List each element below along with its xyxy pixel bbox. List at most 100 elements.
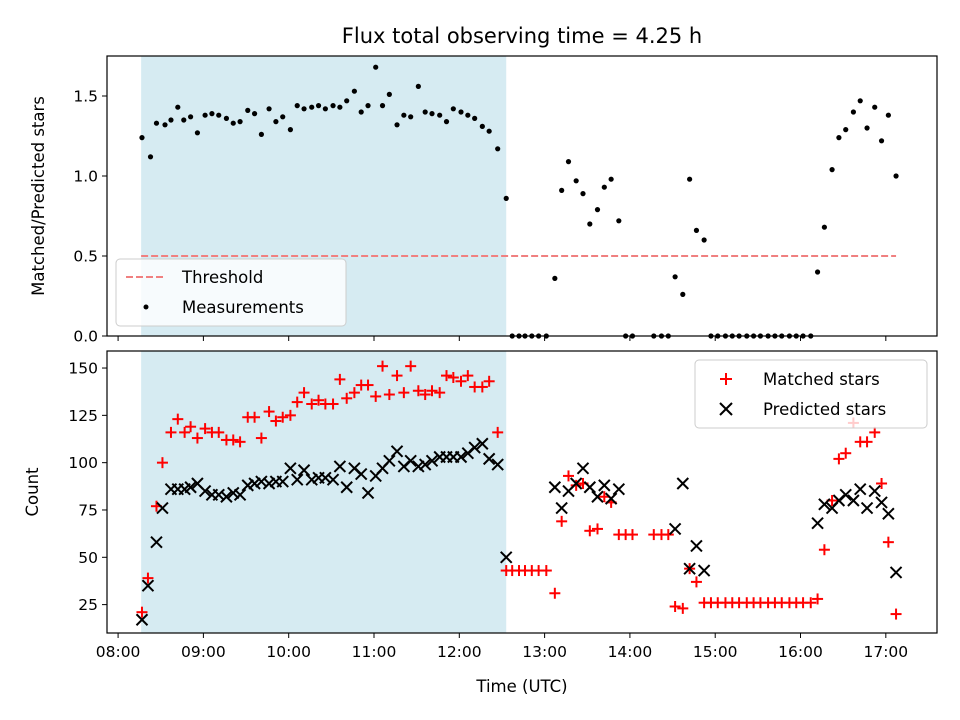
chart-title: Flux total observing time = 4.25 h xyxy=(342,24,702,48)
measurement-point xyxy=(223,115,230,121)
matched-star-point xyxy=(447,371,459,383)
predicted-star-point xyxy=(847,494,860,507)
predicted-star-point xyxy=(569,477,583,490)
matched-star-point xyxy=(882,536,894,548)
matched-star-point xyxy=(277,411,289,423)
matched-star-point xyxy=(306,398,318,410)
predicted-star-point xyxy=(683,562,696,575)
measurement-point xyxy=(187,114,194,120)
predicted-star-point xyxy=(676,477,690,490)
measurement-point xyxy=(587,221,593,227)
predicted-star-point xyxy=(361,486,375,500)
measurement-point xyxy=(153,120,160,126)
matched-star-point xyxy=(833,453,845,465)
ratio-y-axis: 0.0 0.5 1.0 1.5 xyxy=(73,88,107,346)
x-tick-label: 14:00 xyxy=(608,643,653,661)
measurement-point xyxy=(301,106,307,112)
matched-star-point xyxy=(142,572,154,584)
ratio-legend: Threshold Measurements xyxy=(115,258,347,327)
predicted-star-point xyxy=(326,473,340,486)
measurement-point xyxy=(202,112,208,118)
matched-star-point xyxy=(626,529,638,541)
matched-star-point xyxy=(662,529,674,541)
predicted-star-point xyxy=(555,501,568,515)
predicted-star-point xyxy=(811,517,824,530)
legend-predicted-swatch xyxy=(719,402,733,416)
measurement-point xyxy=(857,98,863,104)
measurement-point xyxy=(495,146,501,152)
matched-star-point xyxy=(570,479,582,491)
predicted-star-point xyxy=(882,507,895,520)
matched-star-point xyxy=(263,406,275,418)
ratio-y-tick-label: 0.5 xyxy=(73,248,98,266)
measurement-point xyxy=(693,227,700,233)
matched-star-point xyxy=(405,360,417,372)
predicted-star-point xyxy=(141,579,155,592)
predicted-star-point xyxy=(198,484,212,498)
predicted-star-point xyxy=(697,564,711,577)
measurement-point xyxy=(814,269,821,275)
count-legend: Matched stars Predicted stars xyxy=(694,359,928,429)
measurement-point xyxy=(266,106,272,112)
predicted-star-point xyxy=(576,462,590,475)
count-y-tick-label: 125 xyxy=(68,407,98,425)
measurement-point xyxy=(437,112,443,118)
x-tick-label: 11:00 xyxy=(352,643,397,661)
legend-measurements-swatch xyxy=(143,304,149,310)
matched-star-point xyxy=(391,370,403,382)
matched-star-point xyxy=(476,381,488,393)
matched-star-point xyxy=(562,470,574,482)
predicted-star-point xyxy=(468,441,481,454)
count-panel-frame xyxy=(106,350,938,634)
predicted-star-point xyxy=(612,482,626,496)
measurement-point xyxy=(843,127,849,133)
matched-star-point xyxy=(398,387,410,399)
measurement-point xyxy=(280,114,286,120)
predicted-star-point xyxy=(818,498,831,511)
predicted-star-point xyxy=(390,445,404,458)
legend-matched-swatch xyxy=(720,373,732,385)
measurement-point xyxy=(139,135,145,141)
count-y-tick-label: 75 xyxy=(78,501,98,519)
measurement-point xyxy=(344,98,350,104)
measurement-point xyxy=(394,122,400,128)
predicted-star-point xyxy=(454,450,468,464)
measurement-point xyxy=(608,176,614,182)
matched-star-point xyxy=(492,426,504,438)
x-tick-label: 15:00 xyxy=(693,643,738,661)
matched-star-point xyxy=(298,387,310,399)
measurement-point xyxy=(245,107,251,113)
predicted-star-point xyxy=(418,458,432,471)
predicted-star-point xyxy=(255,475,268,488)
matched-star-point xyxy=(861,436,873,448)
measurement-point xyxy=(147,154,154,160)
measurement-point xyxy=(429,111,435,117)
matched-star-point xyxy=(136,606,148,618)
predicted-star-point xyxy=(354,467,368,481)
matched-star-point xyxy=(172,413,184,425)
matched-star-point xyxy=(191,432,203,444)
predicted-star-point xyxy=(184,481,197,494)
measurement-point xyxy=(680,291,686,297)
legend-predicted-label: Predicted stars xyxy=(763,400,886,419)
measurement-point xyxy=(168,117,174,123)
matched-star-point xyxy=(284,409,296,421)
predicted-star-point xyxy=(868,484,881,498)
ratio-x-axis xyxy=(117,336,887,341)
predicted-star-point xyxy=(500,551,513,564)
predicted-star-point xyxy=(284,462,297,475)
x-tick-label: 16:00 xyxy=(778,643,823,661)
measurement-point xyxy=(616,218,622,224)
predicted-star-point xyxy=(340,481,353,494)
predicted-star-point xyxy=(889,566,903,579)
legend-threshold-label: Threshold xyxy=(181,268,263,287)
measurement-point xyxy=(322,106,328,112)
predicted-star-point xyxy=(591,490,604,503)
matched-star-point xyxy=(426,385,438,397)
matched-star-point xyxy=(812,593,824,605)
matched-star-point xyxy=(348,387,360,399)
matched-star-point xyxy=(362,379,374,391)
measurement-point xyxy=(443,119,450,125)
measurement-point xyxy=(415,83,421,89)
